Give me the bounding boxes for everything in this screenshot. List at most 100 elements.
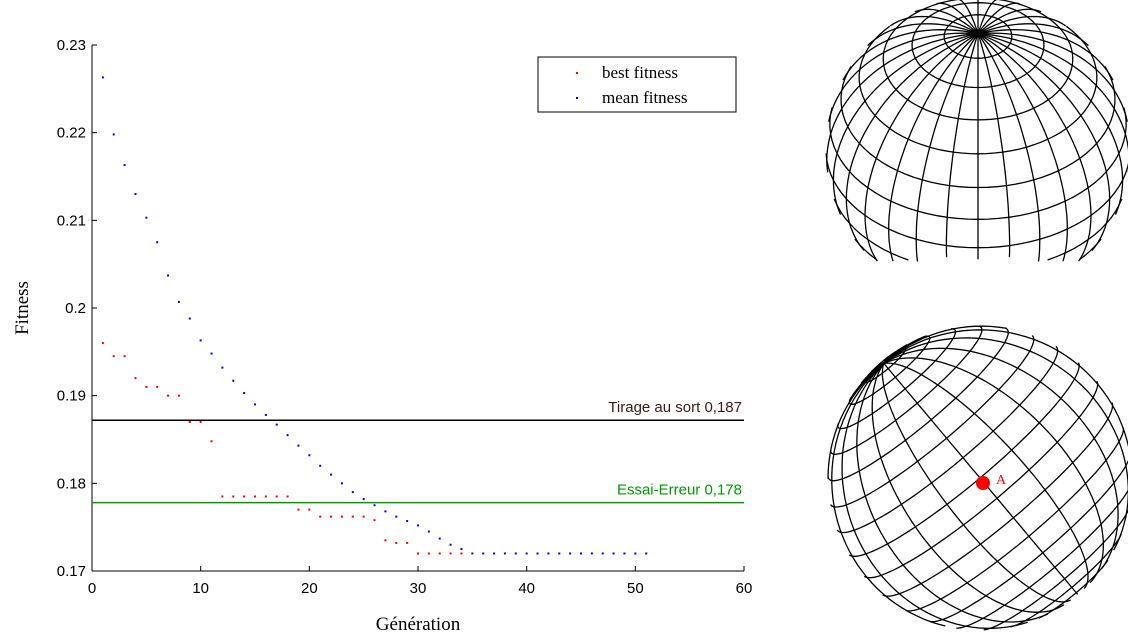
- sphere-grid-line: [864, 33, 979, 262]
- sphere-grid-line: [828, 32, 979, 122]
- sphere-grid-line: [977, 2, 1020, 34]
- sphere-grid-line: [848, 362, 1080, 557]
- mean-fitness-point: [275, 423, 278, 426]
- best-fitness-point: [112, 355, 115, 358]
- sphere-grid-line: [943, 14, 1013, 59]
- sphere-grid-line: [831, 362, 946, 627]
- reference-line-label: Essai-Erreur 0,178: [617, 482, 742, 499]
- mean-fitness-point: [547, 552, 550, 555]
- sphere-grid-line: [830, 335, 1035, 508]
- mean-fitness-point: [340, 482, 343, 485]
- mean-fitness-point: [286, 434, 289, 437]
- best-fitness-point: [275, 495, 278, 498]
- mean-fitness-point: [612, 552, 615, 555]
- sphere-grid-line: [977, 0, 998, 34]
- best-fitness-point: [221, 495, 224, 498]
- sphere-grid-line: [830, 325, 983, 455]
- mean-fitness-point: [188, 317, 191, 320]
- sphere-top-view: [825, 0, 1128, 262]
- y-tick-label: 0.23: [57, 37, 86, 54]
- best-fitness-point: [199, 420, 202, 423]
- best-fitness-point: [156, 385, 159, 388]
- sphere-grid-line: [842, 29, 979, 81]
- sphere-grid-line: [883, 337, 1128, 551]
- sphere-grid-line: [827, 362, 885, 479]
- x-tick-label: 50: [627, 580, 644, 597]
- best-fitness-point: [395, 541, 398, 544]
- sphere-grid-line: [1038, 559, 1109, 619]
- sphere-grid-line: [905, 427, 1125, 612]
- sphere-grid-line: [977, 33, 1068, 262]
- mean-fitness-point: [167, 274, 170, 277]
- mean-fitness-point: [438, 537, 441, 540]
- best-fitness-point: [330, 515, 333, 518]
- mean-fitness-point: [221, 366, 224, 369]
- sphere-grid-line: [977, 23, 1089, 47]
- mean-fitness-point: [406, 520, 409, 523]
- best-fitness-point: [286, 495, 289, 498]
- mean-fitness-point: [427, 530, 430, 533]
- y-tick-label: 0.21: [57, 212, 86, 229]
- mean-fitness-point: [449, 543, 452, 546]
- mean-fitness-point: [362, 498, 365, 501]
- mean-fitness-point: [373, 504, 376, 507]
- sphere-grid-line: [977, 29, 1114, 81]
- y-tick-label: 0.18: [57, 475, 86, 492]
- reference-lines: Tirage au sort 0,187 Essai-Erreur 0,178: [92, 399, 744, 504]
- best-fitness-point: [319, 515, 322, 518]
- mean-fitness-point: [395, 515, 398, 518]
- sphere-grid-line: [882, 0, 1074, 121]
- best-fitness-point: [297, 508, 300, 511]
- best-fitness-point: [438, 552, 441, 555]
- sphere-grid-line: [915, 33, 979, 262]
- best-fitness-point: [167, 394, 170, 397]
- sphere-grid-line: [883, 325, 1008, 364]
- sphere-grid-line: [883, 347, 1119, 569]
- mean-fitness-point: [351, 491, 354, 494]
- mean-fitness-point: [156, 241, 159, 244]
- best-fitness-point: [417, 552, 419, 555]
- sphere-grid-line: [977, 33, 1011, 258]
- best-fitness-point: [134, 377, 137, 380]
- mean-fitness-point: [634, 552, 637, 555]
- x-tick-label: 0: [88, 580, 96, 597]
- legend: best fitness mean fitness: [537, 56, 737, 113]
- sphere-grid-line: [977, 33, 1092, 262]
- sphere-grid-line: [864, 347, 907, 384]
- mean-fitness-point: [514, 552, 517, 555]
- mean-fitness-point: [623, 552, 626, 555]
- y-tick-label: 0.2: [65, 300, 86, 317]
- sphere-grid-line: [837, 328, 957, 430]
- mean-fitness-point: [112, 133, 115, 136]
- mean-fitness-point: [254, 403, 256, 406]
- mean-fitness-point: [493, 552, 496, 555]
- best-fitness-point: [351, 515, 354, 518]
- best-fitness-point: [384, 539, 387, 542]
- mean-fitness-point: [482, 552, 485, 555]
- mean-fitness-point: [558, 552, 561, 555]
- legend-label-best: best fitness: [602, 63, 678, 82]
- x-axis-ticks: 0 10 20 30 40 50 60: [88, 566, 752, 597]
- point-a-marker: [976, 476, 990, 490]
- x-axis-label: Génération: [376, 614, 461, 635]
- sphere-grid-line: [867, 23, 979, 47]
- y-tick-label: 0.22: [57, 125, 86, 142]
- mean-fitness-point: [330, 473, 333, 476]
- sphere-grid-line: [858, 25, 1098, 155]
- best-fitness-point: [449, 552, 452, 555]
- sphere-grid-line: [977, 32, 1111, 251]
- x-tick-label: 40: [518, 580, 535, 597]
- legend-label-mean: mean fitness: [602, 88, 687, 107]
- legend-marker-mean: [576, 97, 578, 99]
- sphere-grid-line: [1010, 533, 1122, 628]
- best-fitness-point: [264, 495, 267, 498]
- sphere-grid-line: [848, 335, 931, 406]
- best-fitness-point: [145, 385, 148, 388]
- data-points: [101, 76, 648, 555]
- mean-fitness-point: [319, 464, 322, 467]
- sphere-grid-line: [832, 32, 979, 215]
- mean-fitness-point: [243, 392, 246, 395]
- mean-fitness-point: [297, 444, 300, 447]
- sphere-grid-line: [882, 402, 1114, 597]
